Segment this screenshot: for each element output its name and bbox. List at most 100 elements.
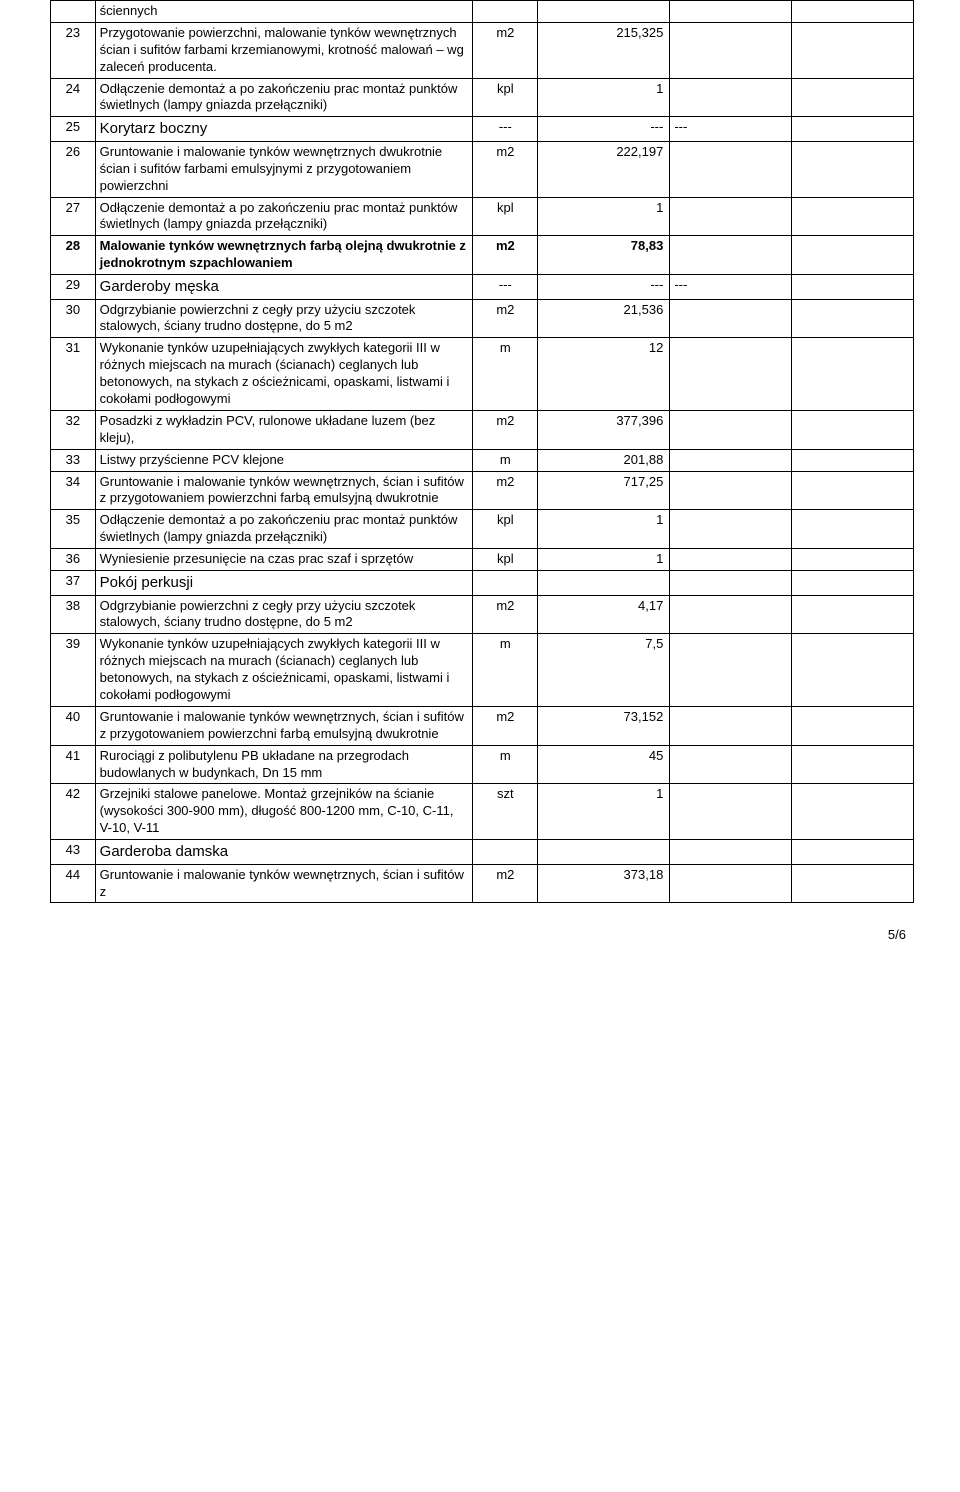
row-col6	[792, 571, 914, 596]
row-col5	[670, 471, 792, 510]
row-col6	[792, 745, 914, 784]
row-value: 1	[538, 197, 670, 236]
row-description: Przygotowanie powierzchni, malowanie tyn…	[95, 22, 473, 78]
row-unit: m	[473, 338, 538, 411]
row-value: 215,325	[538, 22, 670, 78]
row-description: Odłączenie demontaż a po zakończeniu pra…	[95, 510, 473, 549]
row-value: 1	[538, 510, 670, 549]
row-col5	[670, 338, 792, 411]
row-col5	[670, 236, 792, 275]
row-value: 78,83	[538, 236, 670, 275]
row-description: Gruntowanie i malowanie tynków wewnętrzn…	[95, 706, 473, 745]
row-value: 7,5	[538, 634, 670, 707]
row-unit: m2	[473, 471, 538, 510]
row-col6	[792, 510, 914, 549]
table-row: 29Garderoby męska---------	[51, 275, 914, 300]
row-col5	[670, 510, 792, 549]
row-col6	[792, 338, 914, 411]
table-row: 31Wykonanie tynków uzupełniających zwykł…	[51, 338, 914, 411]
row-description: Gruntowanie i malowanie tynków wewnętrzn…	[95, 864, 473, 903]
row-value: 21,536	[538, 299, 670, 338]
row-number: 29	[51, 275, 96, 300]
row-number: 28	[51, 236, 96, 275]
row-value: ---	[538, 117, 670, 142]
row-value: 45	[538, 745, 670, 784]
table-row: 43Garderoba damska	[51, 840, 914, 865]
table-row: 41Rurociągi z polibutylenu PB układane n…	[51, 745, 914, 784]
row-unit: m	[473, 634, 538, 707]
row-unit: kpl	[473, 549, 538, 571]
row-number: 33	[51, 449, 96, 471]
row-description: Rurociągi z polibutylenu PB układane na …	[95, 745, 473, 784]
table-row: 28Malowanie tynków wewnętrznych farbą ol…	[51, 236, 914, 275]
row-col5	[670, 634, 792, 707]
row-unit: m2	[473, 236, 538, 275]
row-col6	[792, 141, 914, 197]
row-number: 44	[51, 864, 96, 903]
row-unit: m2	[473, 299, 538, 338]
row-col6	[792, 197, 914, 236]
row-value: 1	[538, 549, 670, 571]
row-unit: ---	[473, 117, 538, 142]
row-description: Odłączenie demontaż a po zakończeniu pra…	[95, 78, 473, 117]
row-description: Pokój perkusji	[95, 571, 473, 596]
table-row: 37Pokój perkusji	[51, 571, 914, 596]
row-description: ściennych	[95, 1, 473, 23]
table-row: 38Odgrzybianie powierzchni z cegły przy …	[51, 595, 914, 634]
row-value	[538, 840, 670, 865]
row-unit: m	[473, 745, 538, 784]
row-value: 12	[538, 338, 670, 411]
row-col5	[670, 745, 792, 784]
row-number: 30	[51, 299, 96, 338]
row-col5	[670, 299, 792, 338]
row-value: 4,17	[538, 595, 670, 634]
table-row: 27Odłączenie demontaż a po zakończeniu p…	[51, 197, 914, 236]
row-description: Malowanie tynków wewnętrznych farbą olej…	[95, 236, 473, 275]
row-col6	[792, 78, 914, 117]
row-col5: ---	[670, 275, 792, 300]
row-number: 42	[51, 784, 96, 840]
table-row: 33Listwy przyścienne PCV klejonem201,88	[51, 449, 914, 471]
row-value: 717,25	[538, 471, 670, 510]
row-description: Listwy przyścienne PCV klejone	[95, 449, 473, 471]
row-unit: kpl	[473, 197, 538, 236]
row-col6	[792, 299, 914, 338]
cost-table: ściennych23Przygotowanie powierzchni, ma…	[50, 0, 914, 903]
row-unit	[473, 1, 538, 23]
table-row: ściennych	[51, 1, 914, 23]
row-col6	[792, 449, 914, 471]
row-col5	[670, 595, 792, 634]
row-unit	[473, 840, 538, 865]
table-row: 23Przygotowanie powierzchni, malowanie t…	[51, 22, 914, 78]
row-unit: kpl	[473, 510, 538, 549]
row-number: 25	[51, 117, 96, 142]
row-number: 24	[51, 78, 96, 117]
row-col6	[792, 595, 914, 634]
row-col5	[670, 1, 792, 23]
row-col6	[792, 634, 914, 707]
row-number: 39	[51, 634, 96, 707]
row-number: 35	[51, 510, 96, 549]
table-row: 44Gruntowanie i malowanie tynków wewnętr…	[51, 864, 914, 903]
row-value	[538, 1, 670, 23]
row-col6	[792, 22, 914, 78]
row-col6	[792, 784, 914, 840]
row-unit	[473, 571, 538, 596]
row-number: 36	[51, 549, 96, 571]
table-row: 42Grzejniki stalowe panelowe. Montaż grz…	[51, 784, 914, 840]
row-col6	[792, 236, 914, 275]
row-description: Odgrzybianie powierzchni z cegły przy uż…	[95, 595, 473, 634]
row-col6	[792, 864, 914, 903]
row-value: ---	[538, 275, 670, 300]
row-number: 23	[51, 22, 96, 78]
row-col5	[670, 864, 792, 903]
row-col6	[792, 840, 914, 865]
row-col5	[670, 784, 792, 840]
row-unit: m2	[473, 706, 538, 745]
row-value: 1	[538, 78, 670, 117]
row-unit: ---	[473, 275, 538, 300]
row-description: Odgrzybianie powierzchni z cegły przy uż…	[95, 299, 473, 338]
row-col5	[670, 197, 792, 236]
row-description: Grzejniki stalowe panelowe. Montaż grzej…	[95, 784, 473, 840]
row-col5	[670, 571, 792, 596]
